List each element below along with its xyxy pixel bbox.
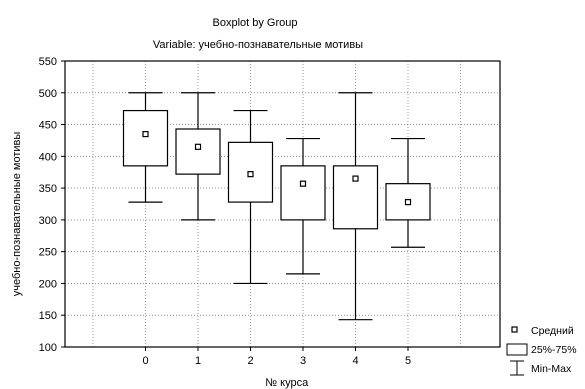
box-iqr — [280, 165, 326, 221]
y-tick-label: 350 — [39, 183, 57, 195]
x-axis-label: № курса — [265, 377, 309, 389]
y-tick-label: 100 — [39, 342, 57, 354]
y-tick-label: 250 — [39, 247, 57, 259]
plot-area-frame — [64, 60, 501, 348]
mean-marker — [247, 171, 254, 178]
box-group-1 — [175, 92, 221, 221]
chart-title: Boxplot by Group — [213, 17, 298, 29]
mean-marker — [299, 180, 307, 187]
y-tick-label: 450 — [39, 120, 57, 132]
box-group-4 — [332, 92, 379, 321]
x-tick-label: 4 — [352, 355, 358, 367]
mean-marker — [352, 175, 359, 182]
y-axis-label: учебно-познавательные мотивы — [11, 132, 23, 297]
legend-box-label: 25%-75% — [531, 344, 577, 356]
y-tick-label: 200 — [39, 278, 57, 290]
x-tick-label: 1 — [195, 355, 201, 367]
legend-mean-marker — [511, 326, 518, 333]
y-tick-label: 500 — [39, 88, 57, 100]
boxes — [122, 92, 431, 321]
box-iqr — [122, 109, 169, 167]
box-iqr — [332, 165, 379, 230]
box-group-3 — [280, 137, 326, 275]
legend-whisker-label: Min-Max — [531, 363, 572, 375]
x-axis-ticks: 0 1 2 3 4 5 — [142, 347, 411, 367]
legend-whisker-marker — [510, 360, 524, 376]
x-tick-label: 3 — [300, 355, 306, 367]
legend-mean-label: Средний — [531, 325, 574, 337]
x-tick-label: 2 — [247, 355, 253, 367]
x-tick-label: 5 — [405, 355, 411, 367]
mean-marker — [194, 143, 202, 150]
chart-subtitle: Variable: учебно-познавательные мотивы — [153, 39, 363, 51]
mean-marker — [404, 198, 412, 206]
y-tick-label: 150 — [39, 310, 57, 322]
y-tick-label: 400 — [39, 151, 57, 163]
box-iqr — [175, 128, 221, 175]
mean-marker — [142, 130, 149, 138]
y-tick-label: 300 — [39, 215, 57, 227]
box-group-2 — [227, 109, 274, 285]
y-axis-ticks: 100 150 200 250 300 350 400 450 500 550 — [39, 56, 65, 354]
x-tick-label: 0 — [142, 355, 148, 367]
y-tick-label: 550 — [39, 56, 57, 68]
box-group-5 — [385, 137, 431, 248]
legend: Средний 25%-75% Min-Max — [506, 325, 577, 376]
legend-box-marker — [506, 343, 528, 356]
box-group-0 — [122, 92, 169, 203]
